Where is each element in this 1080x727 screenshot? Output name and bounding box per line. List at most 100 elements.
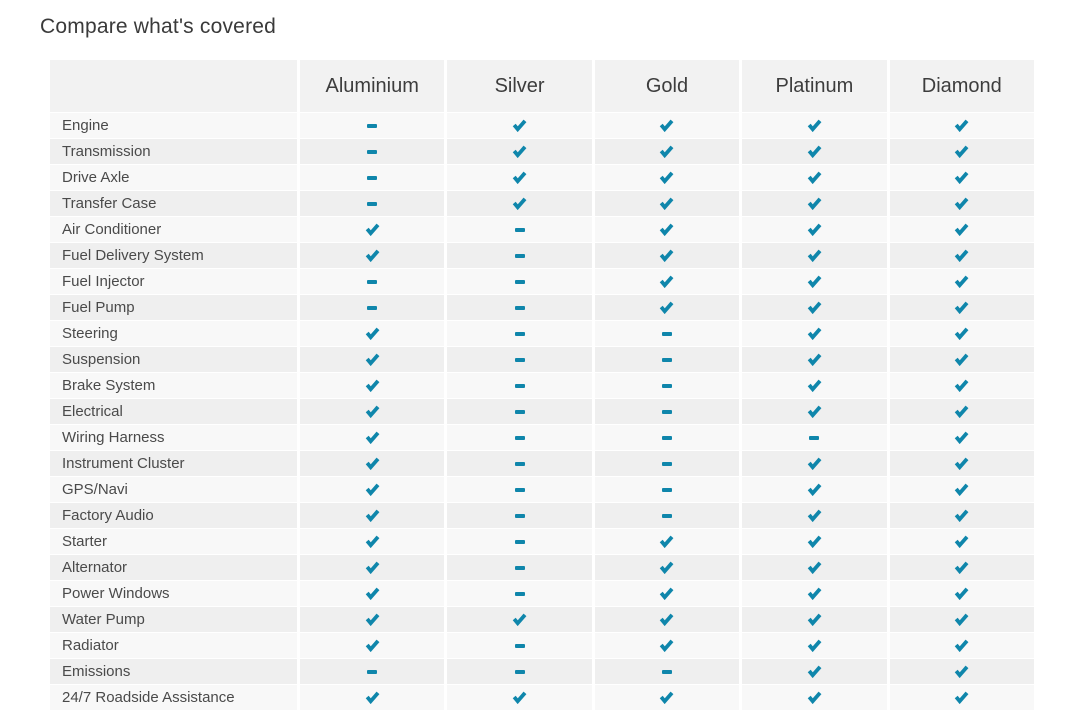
coverage-cell [742,503,887,528]
check-icon [954,197,969,210]
coverage-cell [594,217,740,242]
check-icon [807,535,822,548]
table-row: Steering [50,321,1034,346]
check-icon [807,353,822,366]
check-icon [807,405,822,418]
coverage-cell [447,529,592,554]
coverage-cell [594,165,740,190]
coverage-cell [447,347,592,372]
table-row: Radiator [50,633,1034,658]
check-icon [659,171,674,184]
table-row: Alternator [50,555,1034,580]
coverage-cell [594,581,740,606]
row-label: Steering [50,321,297,346]
check-icon [512,613,527,626]
table-row: Instrument Cluster [50,451,1034,476]
row-label: Instrument Cluster [50,451,297,476]
coverage-cell [447,451,592,476]
coverage-cell [594,477,740,502]
check-icon [659,249,674,262]
check-icon [659,197,674,210]
coverage-cell [742,165,887,190]
column-header-platinum: Platinum [742,60,887,112]
check-icon [807,145,822,158]
row-label: GPS/Navi [50,477,297,502]
check-icon [807,223,822,236]
coverage-cell [889,425,1034,450]
coverage-cell [594,555,740,580]
coverage-cell [742,191,887,216]
coverage-cell [300,581,445,606]
check-icon [365,379,380,392]
check-icon [807,509,822,522]
coverage-cell [594,451,740,476]
check-icon [807,275,822,288]
row-label: Starter [50,529,297,554]
table-row: Air Conditioner [50,217,1034,242]
check-icon [659,587,674,600]
coverage-cell [300,633,445,658]
coverage-cell [447,191,592,216]
dash-icon [514,591,525,596]
coverage-cell [447,269,592,294]
coverage-cell [300,555,445,580]
coverage-cell [889,347,1034,372]
row-label: Wiring Harness [50,425,297,450]
table-row: 24/7 Roadside Assistance [50,685,1034,710]
column-header-gold: Gold [594,60,740,112]
coverage-cell [889,685,1034,710]
coverage-cell [447,295,592,320]
coverage-cell [594,113,740,138]
coverage-cell [889,399,1034,424]
check-icon [807,457,822,470]
coverage-cell [447,373,592,398]
coverage-cell [742,243,887,268]
dash-icon [661,669,672,674]
coverage-cell [594,321,740,346]
row-label: Transfer Case [50,191,297,216]
coverage-cell [447,139,592,164]
dash-icon [514,487,525,492]
check-icon [659,561,674,574]
coverage-cell [447,217,592,242]
check-icon [954,379,969,392]
coverage-cell [889,529,1034,554]
coverage-cell [300,607,445,632]
coverage-cell [594,399,740,424]
coverage-cell [889,659,1034,684]
row-label: Power Windows [50,581,297,606]
coverage-cell [300,451,445,476]
coverage-cell [742,607,887,632]
coverage-cell [742,633,887,658]
check-icon [954,613,969,626]
row-label: Air Conditioner [50,217,297,242]
check-icon [954,639,969,652]
coverage-cell [889,113,1034,138]
coverage-cell [742,269,887,294]
check-icon [659,119,674,132]
check-icon [659,613,674,626]
dash-icon [367,201,378,206]
page-title: Compare what's covered [40,15,277,38]
check-icon [365,561,380,574]
coverage-cell [889,503,1034,528]
check-icon [365,483,380,496]
dash-icon [367,175,378,180]
coverage-cell [300,217,445,242]
coverage-cell [300,165,445,190]
dash-icon [661,487,672,492]
table-row: Electrical [50,399,1034,424]
check-icon [954,223,969,236]
dash-icon [514,513,525,518]
coverage-cell [742,295,887,320]
coverage-cell [300,139,445,164]
coverage-cell [447,477,592,502]
coverage-cell [742,425,887,450]
dash-icon [661,357,672,362]
dash-icon [367,279,378,284]
check-icon [659,535,674,548]
coverage-cell [594,425,740,450]
check-icon [954,431,969,444]
check-icon [954,353,969,366]
